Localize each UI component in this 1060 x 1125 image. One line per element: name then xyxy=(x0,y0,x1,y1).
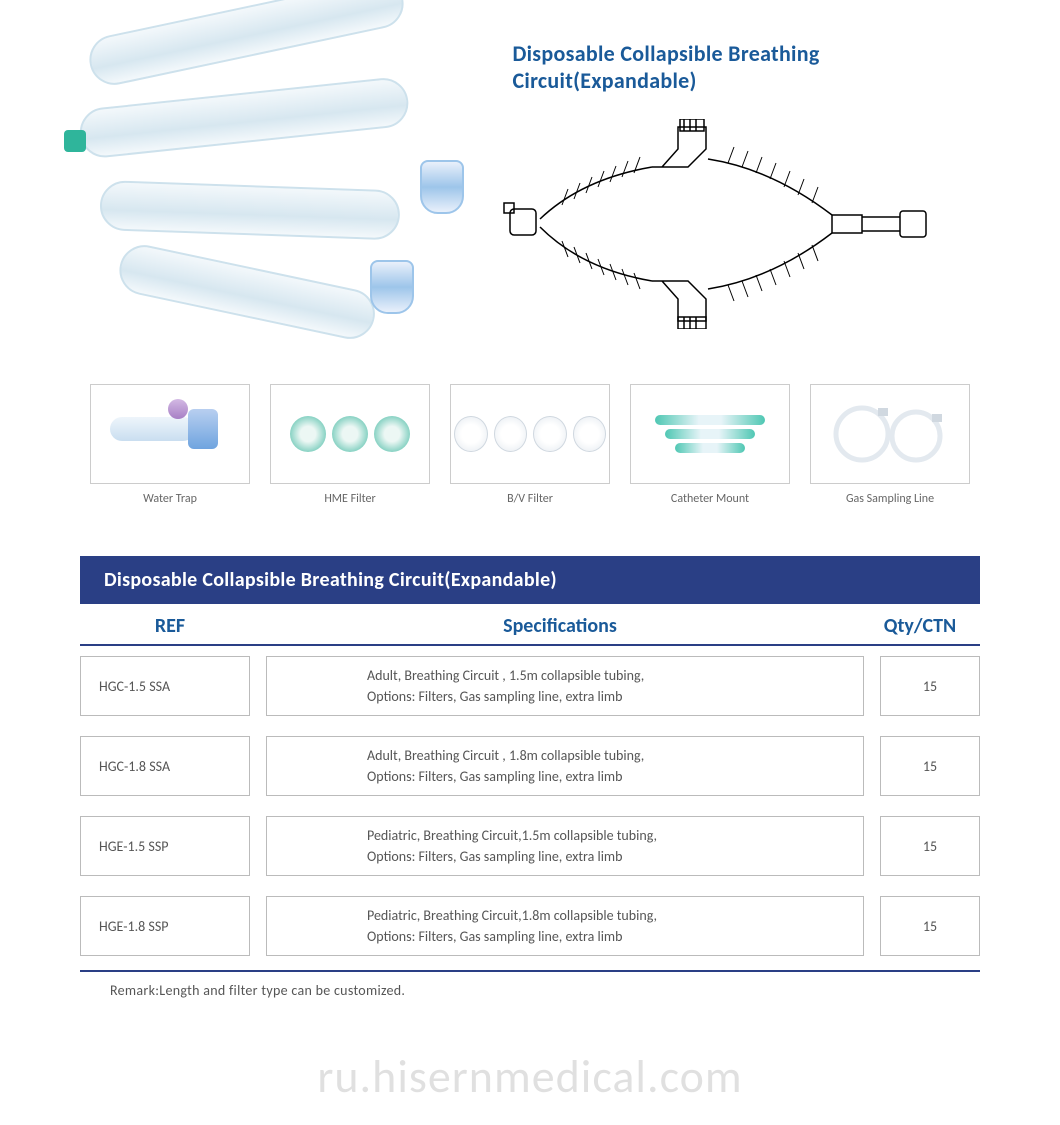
thumb-image xyxy=(630,384,790,484)
cell-spec: Adult, Breathing Circuit , 1.8m collapsi… xyxy=(266,736,864,796)
thumb-image xyxy=(90,384,250,484)
thumb-bv-filter: B/V Filter xyxy=(450,384,610,506)
spec-line: Options: Filters, Gas sampling line, ext… xyxy=(367,926,849,947)
remark-text: Remark:Length and filter type can be cus… xyxy=(80,972,980,999)
spec-line: Options: Filters, Gas sampling line, ext… xyxy=(367,686,849,707)
spec-title-bar: Disposable Collapsible Breathing Circuit… xyxy=(80,556,980,604)
table-row: HGC-1.8 SSA Adult, Breathing Circuit , 1… xyxy=(80,726,980,806)
hero-title: Disposable Collapsible Breathing Circuit… xyxy=(502,20,1000,94)
thumb-image xyxy=(270,384,430,484)
spec-line: Options: Filters, Gas sampling line, ext… xyxy=(367,846,849,867)
thumb-catheter-mount: Catheter Mount xyxy=(630,384,790,506)
spec-section: Disposable Collapsible Breathing Circuit… xyxy=(0,516,1060,999)
product-photo xyxy=(60,20,472,320)
thumb-hme-filter: HME Filter xyxy=(270,384,430,506)
col-spec: Specifications xyxy=(260,614,860,638)
spec-line: Options: Filters, Gas sampling line, ext… xyxy=(367,766,849,787)
thumb-label: Gas Sampling Line xyxy=(810,492,970,506)
cell-ref: HGE-1.5 SSP xyxy=(80,816,250,876)
thumb-gas-sampling: Gas Sampling Line xyxy=(810,384,970,506)
thumb-image xyxy=(450,384,610,484)
spec-line: Adult, Breathing Circuit , 1.5m collapsi… xyxy=(367,665,849,686)
hero-row: Disposable Collapsible Breathing Circuit… xyxy=(0,0,1060,344)
cell-qty: 15 xyxy=(880,736,980,796)
spec-line: Pediatric, Breathing Circuit,1.5m collap… xyxy=(367,825,849,846)
cell-ref: HGC-1.8 SSA xyxy=(80,736,250,796)
col-qty: Qty/CTN xyxy=(860,614,980,638)
thumb-label: HME Filter xyxy=(270,492,430,506)
table-row: HGC-1.5 SSA Adult, Breathing Circuit , 1… xyxy=(80,646,980,726)
cell-ref: HGC-1.5 SSA xyxy=(80,656,250,716)
watermark: ru.hisernmedical.com xyxy=(0,1049,1060,1105)
cell-spec: Pediatric, Breathing Circuit,1.8m collap… xyxy=(266,896,864,956)
cell-qty: 15 xyxy=(880,656,980,716)
thumb-image xyxy=(810,384,970,484)
cell-spec: Pediatric, Breathing Circuit,1.5m collap… xyxy=(266,816,864,876)
thumbnail-row: Water Trap HME Filter B/V Filter Cathete… xyxy=(0,344,1060,516)
thumb-water-trap: Water Trap xyxy=(90,384,250,506)
cell-spec: Adult, Breathing Circuit , 1.5m collapsi… xyxy=(266,656,864,716)
cell-qty: 15 xyxy=(880,896,980,956)
thumb-label: Catheter Mount xyxy=(630,492,790,506)
spec-line: Adult, Breathing Circuit , 1.8m collapsi… xyxy=(367,745,849,766)
spec-header-row: REF Specifications Qty/CTN xyxy=(80,604,980,646)
thumb-label: Water Trap xyxy=(90,492,250,506)
cell-qty: 15 xyxy=(880,816,980,876)
cell-ref: HGE-1.8 SSP xyxy=(80,896,250,956)
circuit-diagram xyxy=(502,119,942,329)
col-ref: REF xyxy=(80,614,260,638)
table-row: HGE-1.5 SSP Pediatric, Breathing Circuit… xyxy=(80,806,980,886)
hero-right: Disposable Collapsible Breathing Circuit… xyxy=(502,20,1000,334)
spec-line: Pediatric, Breathing Circuit,1.8m collap… xyxy=(367,905,849,926)
table-row: HGE-1.8 SSP Pediatric, Breathing Circuit… xyxy=(80,886,980,966)
thumb-label: B/V Filter xyxy=(450,492,610,506)
